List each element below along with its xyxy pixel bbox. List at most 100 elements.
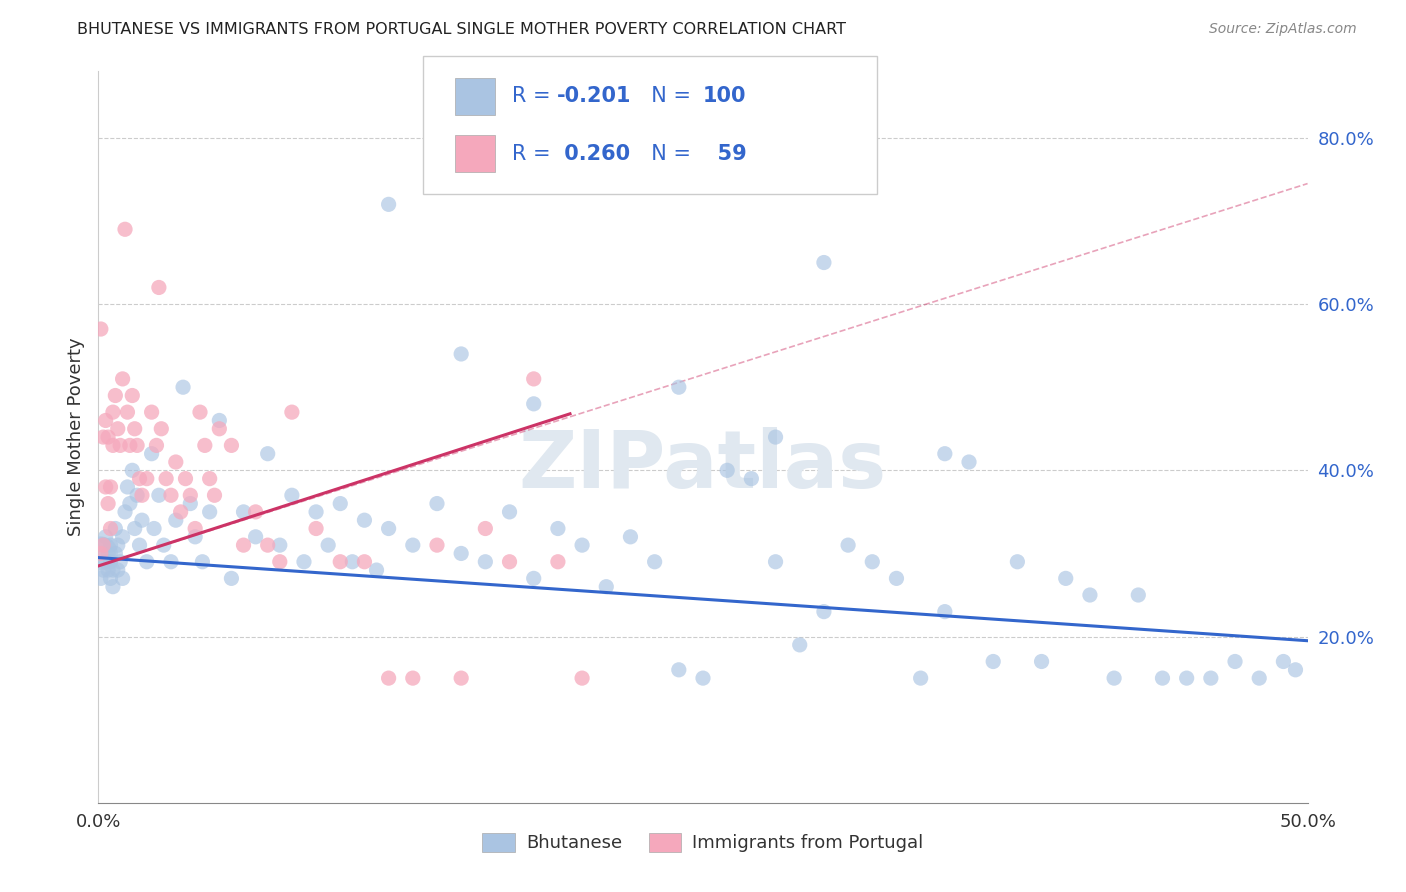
Point [1199,671,1222,685]
Point [426,497,449,511]
Point [148,280,170,294]
Text: 100: 100 [703,87,747,106]
Point [1223,655,1246,669]
Point [740,472,762,486]
Point [1102,671,1125,685]
Point [90,546,112,560]
Point [128,472,150,486]
Point [108,555,131,569]
Point [208,422,231,436]
Point [668,380,690,394]
Point [1007,555,1029,569]
Point [256,447,278,461]
Point [91,430,114,444]
Point [644,555,666,569]
Point [402,538,425,552]
Point [184,521,207,535]
Point [619,530,641,544]
Point [101,580,124,594]
Point [1054,571,1077,585]
Point [114,505,136,519]
Point [117,405,139,419]
Point [377,197,399,211]
Point [104,521,127,535]
Point [1284,663,1306,677]
Point [934,447,956,461]
Point [789,638,811,652]
Point [155,472,177,486]
Point [97,563,120,577]
Point [934,605,956,619]
Point [165,455,187,469]
Text: 59: 59 [703,144,747,163]
Point [498,555,520,569]
Point [450,546,472,560]
Point [269,538,291,552]
Point [91,563,114,577]
Point [366,563,388,577]
Point [305,521,328,535]
Point [316,538,339,552]
Point [474,555,496,569]
Point [90,322,112,336]
Point [1152,671,1174,685]
Text: R =: R = [512,144,557,163]
Point [135,472,157,486]
Point [194,438,217,452]
Point [329,555,352,569]
Point [571,671,593,685]
Point [127,488,149,502]
Point [281,405,304,419]
Point [292,555,315,569]
Point [204,488,226,502]
Text: -0.201: -0.201 [557,87,631,106]
Point [232,505,254,519]
Point [100,571,122,585]
Point [143,521,166,535]
Point [111,372,134,386]
Point [860,555,883,569]
Point [245,530,267,544]
Point [910,671,932,685]
Point [141,447,163,461]
Point [100,480,122,494]
Point [145,438,167,452]
Point [128,538,150,552]
Point [198,472,221,486]
Point [104,546,127,560]
Point [813,255,835,269]
Point [97,430,120,444]
Point [765,555,787,569]
Point [111,571,134,585]
Point [97,497,120,511]
Text: ZIPatlas: ZIPatlas [519,427,887,506]
Text: 0.260: 0.260 [557,144,630,163]
Point [114,222,136,236]
Point [402,671,425,685]
Point [100,538,122,552]
Point [91,538,114,552]
Point [165,513,187,527]
Point [269,555,291,569]
Point [1175,671,1198,685]
Point [450,347,472,361]
Point [100,521,122,535]
Point [198,505,221,519]
Point [571,538,593,552]
Point [174,472,197,486]
Text: BHUTANESE VS IMMIGRANTS FROM PORTUGAL SINGLE MOTHER POVERTY CORRELATION CHART: BHUTANESE VS IMMIGRANTS FROM PORTUGAL SI… [77,22,846,37]
Point [1249,671,1271,685]
Point [100,555,122,569]
Point [90,546,112,560]
Point [498,505,520,519]
Point [281,488,304,502]
Point [221,438,243,452]
Text: N =: N = [638,144,697,163]
Point [1031,655,1053,669]
Point [245,505,267,519]
Point [523,372,546,386]
Point [353,555,375,569]
Point [90,571,112,585]
Text: R =: R = [512,87,557,106]
Point [118,438,141,452]
